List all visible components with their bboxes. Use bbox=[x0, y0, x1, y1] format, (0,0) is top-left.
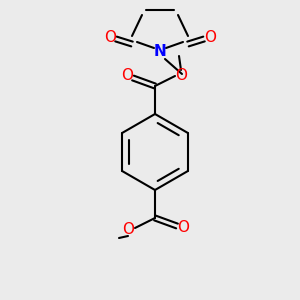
Text: O: O bbox=[175, 68, 187, 82]
Text: O: O bbox=[121, 68, 133, 83]
Text: O: O bbox=[177, 220, 189, 235]
Text: O: O bbox=[104, 31, 116, 46]
Text: O: O bbox=[122, 223, 134, 238]
Text: O: O bbox=[204, 31, 216, 46]
Text: N: N bbox=[154, 44, 166, 59]
